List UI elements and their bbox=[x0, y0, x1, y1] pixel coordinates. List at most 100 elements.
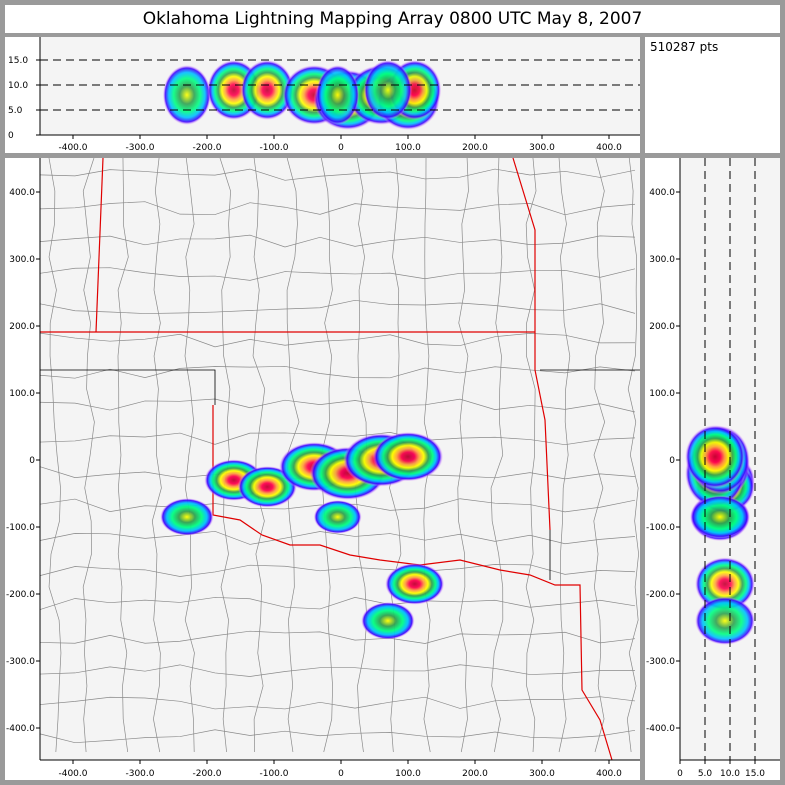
map-y-tick-label: 300.0 bbox=[9, 255, 35, 265]
altitude-x-tick-label: -400.0 bbox=[58, 143, 87, 153]
map-x-tick-label: 0 bbox=[338, 769, 344, 779]
map-y-tick-label: 100.0 bbox=[9, 389, 35, 399]
side-x-tick-label: 0 bbox=[677, 769, 683, 779]
side-x-tick-label: 15.0 bbox=[745, 769, 765, 779]
county-line bbox=[82, 157, 95, 753]
altitude-x-tick-label: 200.0 bbox=[462, 143, 488, 153]
colorado-border bbox=[95, 157, 104, 333]
county-line bbox=[39, 530, 636, 545]
altitude-x-tick-label: -200.0 bbox=[192, 143, 221, 153]
altitude-y-tick-label: 0 bbox=[8, 131, 14, 141]
altitude-density-cluster bbox=[363, 60, 413, 120]
map-y-tick-label: -400.0 bbox=[6, 724, 35, 734]
county-line bbox=[39, 201, 636, 216]
lightning-density-cluster bbox=[313, 500, 362, 534]
county-line bbox=[48, 157, 62, 753]
map-x-tick-label: 200.0 bbox=[462, 769, 488, 779]
county-line bbox=[39, 630, 636, 644]
side-y-tick-label: -100.0 bbox=[646, 523, 675, 533]
altitude-density-cluster bbox=[162, 65, 212, 125]
county-line bbox=[39, 696, 636, 710]
map-y-tick-label: 0 bbox=[29, 456, 35, 466]
side-y-tick-label: 400.0 bbox=[649, 188, 675, 198]
county-line bbox=[184, 157, 195, 753]
gap bbox=[640, 158, 645, 780]
gap bbox=[640, 37, 645, 153]
lightning-density-cluster bbox=[385, 563, 445, 605]
state-line-black bbox=[40, 369, 640, 580]
county-line bbox=[39, 332, 636, 348]
map-y-tick-label: -200.0 bbox=[6, 590, 35, 600]
side-y-tick-label: -200.0 bbox=[646, 590, 675, 600]
gap bbox=[645, 153, 780, 158]
eastern-border bbox=[512, 157, 551, 531]
side-y-tick-label: 100.0 bbox=[649, 389, 675, 399]
lightning-density-cluster bbox=[372, 432, 444, 482]
altitude-x-tick-label: -100.0 bbox=[259, 143, 288, 153]
map-x-tick-label: -200.0 bbox=[192, 769, 221, 779]
county-line bbox=[151, 157, 162, 753]
axis-band bbox=[5, 135, 640, 153]
side-density-cluster bbox=[695, 596, 755, 645]
county-line bbox=[490, 157, 504, 753]
county-line bbox=[252, 157, 266, 753]
county-line bbox=[626, 157, 639, 753]
point-count-panel: 510287 pts bbox=[645, 37, 780, 153]
county-line bbox=[39, 664, 636, 677]
side-y-tick-label: 0 bbox=[669, 456, 675, 466]
altitude-density-cluster bbox=[240, 60, 294, 120]
county-line bbox=[525, 157, 537, 753]
altitude-y-tick-label: 5.0 bbox=[8, 106, 23, 116]
county-line bbox=[117, 157, 129, 753]
altitude-x-tick-label: 0 bbox=[338, 143, 344, 153]
map-y-tick-label: 200.0 bbox=[9, 322, 35, 332]
side-y-tick-label: -400.0 bbox=[646, 724, 675, 734]
county-line bbox=[39, 432, 636, 446]
map-x-tick-label: -300.0 bbox=[125, 769, 154, 779]
point-count: 510287 pts bbox=[650, 40, 719, 54]
side-density-cluster bbox=[695, 557, 755, 611]
altitude-x-tick-label: 100.0 bbox=[395, 143, 421, 153]
county-line bbox=[39, 267, 636, 281]
map-y-tick-label: -300.0 bbox=[6, 657, 35, 667]
county-line bbox=[219, 157, 231, 753]
map-y-tick-label: -100.0 bbox=[6, 523, 35, 533]
side-density-cluster bbox=[685, 424, 745, 489]
altitude-y-tick-label: 10.0 bbox=[8, 81, 28, 91]
county-line bbox=[39, 168, 636, 181]
side-density-cluster bbox=[690, 495, 750, 539]
map-x-tick-label: -100.0 bbox=[259, 769, 288, 779]
map-x-tick-label: 400.0 bbox=[596, 769, 622, 779]
gap bbox=[780, 37, 785, 785]
county-line bbox=[39, 597, 636, 610]
county-line bbox=[457, 157, 469, 753]
map-x-tick-label: 100.0 bbox=[395, 769, 421, 779]
side-x-tick-label: 5.0 bbox=[698, 769, 713, 779]
map-x-tick-label: -400.0 bbox=[58, 769, 87, 779]
altitude-y-tick-label: 15.0 bbox=[8, 56, 28, 66]
county-line bbox=[593, 157, 606, 753]
lightning-density-cluster bbox=[361, 602, 415, 640]
map-x-tick-label: 300.0 bbox=[529, 769, 555, 779]
altitude-x-tick-label: 300.0 bbox=[529, 143, 555, 153]
county-line bbox=[39, 299, 636, 314]
side-y-tick-label: 200.0 bbox=[649, 322, 675, 332]
altitude-density-cluster bbox=[316, 65, 360, 125]
county-line bbox=[558, 157, 571, 753]
county-line bbox=[39, 398, 636, 413]
county-line bbox=[39, 564, 636, 577]
county-line bbox=[39, 729, 636, 744]
county-line bbox=[39, 234, 636, 248]
side-y-tick-label: -300.0 bbox=[646, 657, 675, 667]
axis-band bbox=[645, 760, 780, 780]
county-line bbox=[39, 365, 636, 379]
side-x-tick-label: 10.0 bbox=[720, 769, 740, 779]
gap bbox=[5, 33, 780, 37]
lightning-density-cluster bbox=[160, 498, 214, 536]
altitude-x-tick-label: -300.0 bbox=[125, 143, 154, 153]
map-y-tick-label: 400.0 bbox=[9, 188, 35, 198]
side-y-tick-label: 300.0 bbox=[649, 255, 675, 265]
plot-title: Oklahoma Lightning Mapping Array 0800 UT… bbox=[5, 5, 780, 33]
altitude-x-tick-label: 400.0 bbox=[596, 143, 622, 153]
